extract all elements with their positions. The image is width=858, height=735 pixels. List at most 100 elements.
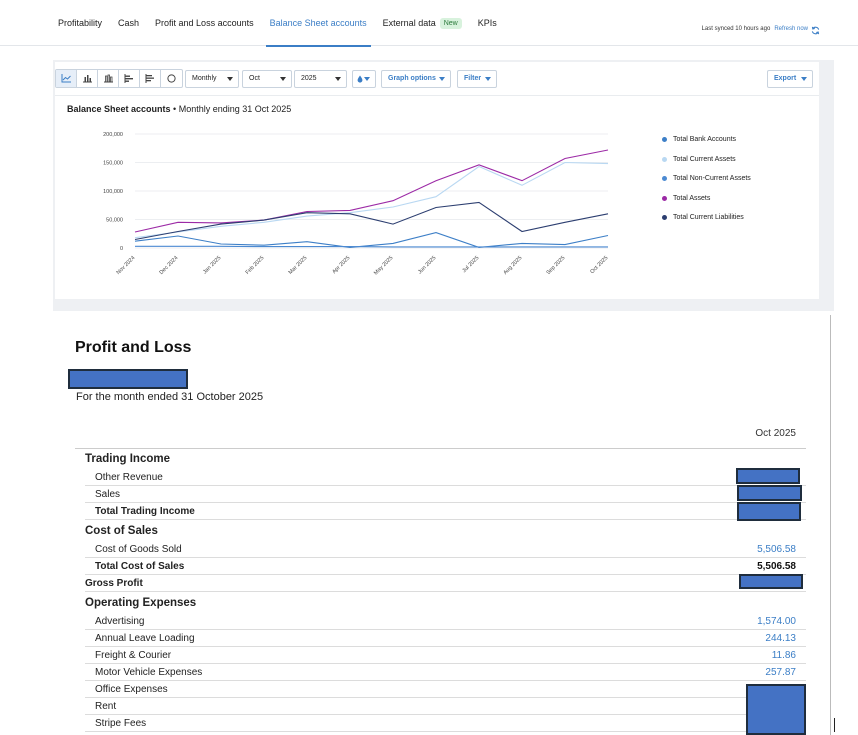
- table-row[interactable]: Sales: [85, 486, 806, 503]
- tab-cash[interactable]: Cash: [118, 0, 139, 46]
- period-select[interactable]: Monthly: [185, 70, 239, 88]
- month-select[interactable]: Oct: [242, 70, 292, 88]
- tab-label: Profit and Loss accounts: [155, 18, 254, 28]
- table-row[interactable]: Rent: [85, 698, 806, 715]
- x-tick-label: May 2025: [373, 255, 394, 276]
- legend-item[interactable]: Total Current Assets: [662, 150, 751, 170]
- table-row[interactable]: Freight & Courier 11.86: [85, 647, 806, 664]
- period-select-value: Monthly: [192, 75, 217, 82]
- chart-type-group: [55, 69, 183, 88]
- redacted-value: [739, 574, 803, 589]
- legend-label: Total Current Liabilities: [673, 214, 744, 222]
- tab-external-data[interactable]: External data New: [383, 0, 462, 46]
- x-tick-label: Feb 2025: [245, 255, 266, 276]
- row-value[interactable]: 244.13: [765, 633, 796, 644]
- x-tick-label: Jun 2025: [417, 255, 437, 275]
- row-value[interactable]: 1,574.00: [757, 616, 796, 627]
- series-line-total-assets: [134, 149, 609, 233]
- export-label: Export: [774, 75, 797, 82]
- legend-marker: [662, 137, 667, 143]
- table-row[interactable]: Office Expenses: [85, 681, 806, 698]
- row-label: Annual Leave Loading: [95, 633, 195, 644]
- balance-sheet-line-chart: 200,000 150,000 100,000 50,000 0 Nov 2024 Dec …: [103, 132, 609, 276]
- row-value[interactable]: 257.87: [765, 667, 796, 678]
- redacted-value: [736, 468, 800, 484]
- legend-marker: [662, 176, 667, 182]
- table-row: Gross Profit: [85, 575, 806, 592]
- x-tick-label: Nov 2024: [116, 255, 137, 276]
- row-label: Total Trading Income: [95, 506, 195, 517]
- legend-item[interactable]: Total Current Liabilities: [662, 208, 751, 228]
- series-line-total-current-liabilities: [134, 201, 609, 241]
- legend-label: Total Assets: [673, 194, 711, 202]
- report-subtitle: For the month ended 31 October 2025: [76, 391, 264, 403]
- redacted-value: [737, 485, 802, 501]
- row-label: Office Expenses: [95, 684, 168, 695]
- chart-panel: Monthly Oct 2025 Graph options Filter Ex…: [55, 62, 819, 299]
- redacted-value: [737, 502, 801, 521]
- tab-label: KPIs: [477, 18, 497, 28]
- tab-profitability[interactable]: Profitability: [58, 0, 102, 46]
- stacked-bar-icon[interactable]: [98, 70, 119, 87]
- row-label: Total Cost of Sales: [95, 561, 185, 572]
- tab-profit-and-loss-accounts[interactable]: Profit and Loss accounts: [155, 0, 254, 46]
- year-select[interactable]: 2025: [294, 70, 347, 88]
- chevron-down-icon: [364, 77, 370, 81]
- tab-label: External data: [382, 18, 436, 28]
- last-synced-text: Last synced 10 hours ago: [701, 26, 771, 32]
- row-label: Gross Profit: [85, 578, 143, 589]
- row-label: Rent: [95, 701, 117, 712]
- refresh-icon[interactable]: [811, 26, 820, 35]
- filter-button[interactable]: Filter: [457, 70, 497, 88]
- section-header: Cost of Sales: [85, 521, 806, 541]
- x-tick-label: Oct 2025: [589, 255, 609, 275]
- y-tick-label: 0: [120, 246, 123, 252]
- row-value[interactable]: 5,506.58: [757, 544, 796, 555]
- legend-marker: [662, 195, 667, 201]
- tab-label: Balance Sheet accounts: [269, 18, 367, 28]
- chevron-down-icon: [439, 77, 445, 81]
- graph-options-button[interactable]: Graph options: [381, 70, 451, 88]
- table-row[interactable]: Stripe Fees: [85, 715, 806, 732]
- legend-item[interactable]: Total Assets: [662, 189, 751, 209]
- pie-chart-icon[interactable]: [161, 70, 182, 87]
- legend-label: Total Non-Current Assets: [673, 175, 751, 183]
- table-row[interactable]: Motor Vehicle Expenses 257.87: [85, 664, 806, 681]
- legend-label: Total Current Assets: [673, 155, 736, 163]
- table-row[interactable]: Advertising 1,574.00: [85, 613, 806, 630]
- tab-kpis[interactable]: KPIs: [478, 0, 497, 46]
- legend-label: Total Bank Accounts: [673, 136, 737, 144]
- row-label: Motor Vehicle Expenses: [95, 667, 203, 678]
- droplet-icon: [357, 75, 363, 83]
- table-row: Total Cost of Sales 5,506.58: [85, 558, 806, 575]
- row-label: Freight & Courier: [95, 650, 172, 661]
- x-tick-label: Jan 2025: [202, 255, 222, 275]
- legend-item[interactable]: Total Non-Current Assets: [662, 169, 751, 189]
- table-row: Total Trading Income: [85, 503, 806, 520]
- table-row[interactable]: Other Revenue: [85, 469, 806, 486]
- legend-item[interactable]: Total Bank Accounts: [662, 130, 751, 150]
- export-button[interactable]: Export: [767, 70, 813, 88]
- x-tick-label: Jul 2025: [461, 255, 480, 274]
- chevron-down-icon: [485, 77, 491, 81]
- stacked-horizontal-bar-icon[interactable]: [140, 70, 161, 87]
- chart-toolbar: Monthly Oct 2025 Graph options Filter Ex…: [55, 62, 819, 96]
- chevron-down-icon: [335, 77, 341, 81]
- row-label: Stripe Fees: [95, 718, 147, 729]
- y-tick-label: 200,000: [103, 132, 123, 138]
- section-header: Trading Income: [85, 449, 806, 469]
- report-border: [830, 315, 831, 735]
- table-row[interactable]: Cost of Goods Sold 5,506.58: [85, 541, 806, 558]
- refresh-now-link[interactable]: Refresh now: [774, 26, 808, 32]
- bar-chart-icon[interactable]: [77, 70, 98, 87]
- tab-balance-sheet-accounts[interactable]: Balance Sheet accounts: [265, 0, 371, 47]
- color-options-button[interactable]: [352, 70, 376, 88]
- tab-label: Profitability: [58, 18, 103, 28]
- chevron-down-icon: [227, 77, 233, 81]
- row-value[interactable]: 11.86: [771, 650, 796, 661]
- line-chart-icon[interactable]: [56, 70, 77, 87]
- legend-marker: [662, 215, 667, 221]
- top-navigation: Profitability Cash Profit and Loss accou…: [0, 0, 858, 47]
- horizontal-bar-icon[interactable]: [119, 70, 140, 87]
- table-row[interactable]: Annual Leave Loading 244.13: [85, 630, 806, 647]
